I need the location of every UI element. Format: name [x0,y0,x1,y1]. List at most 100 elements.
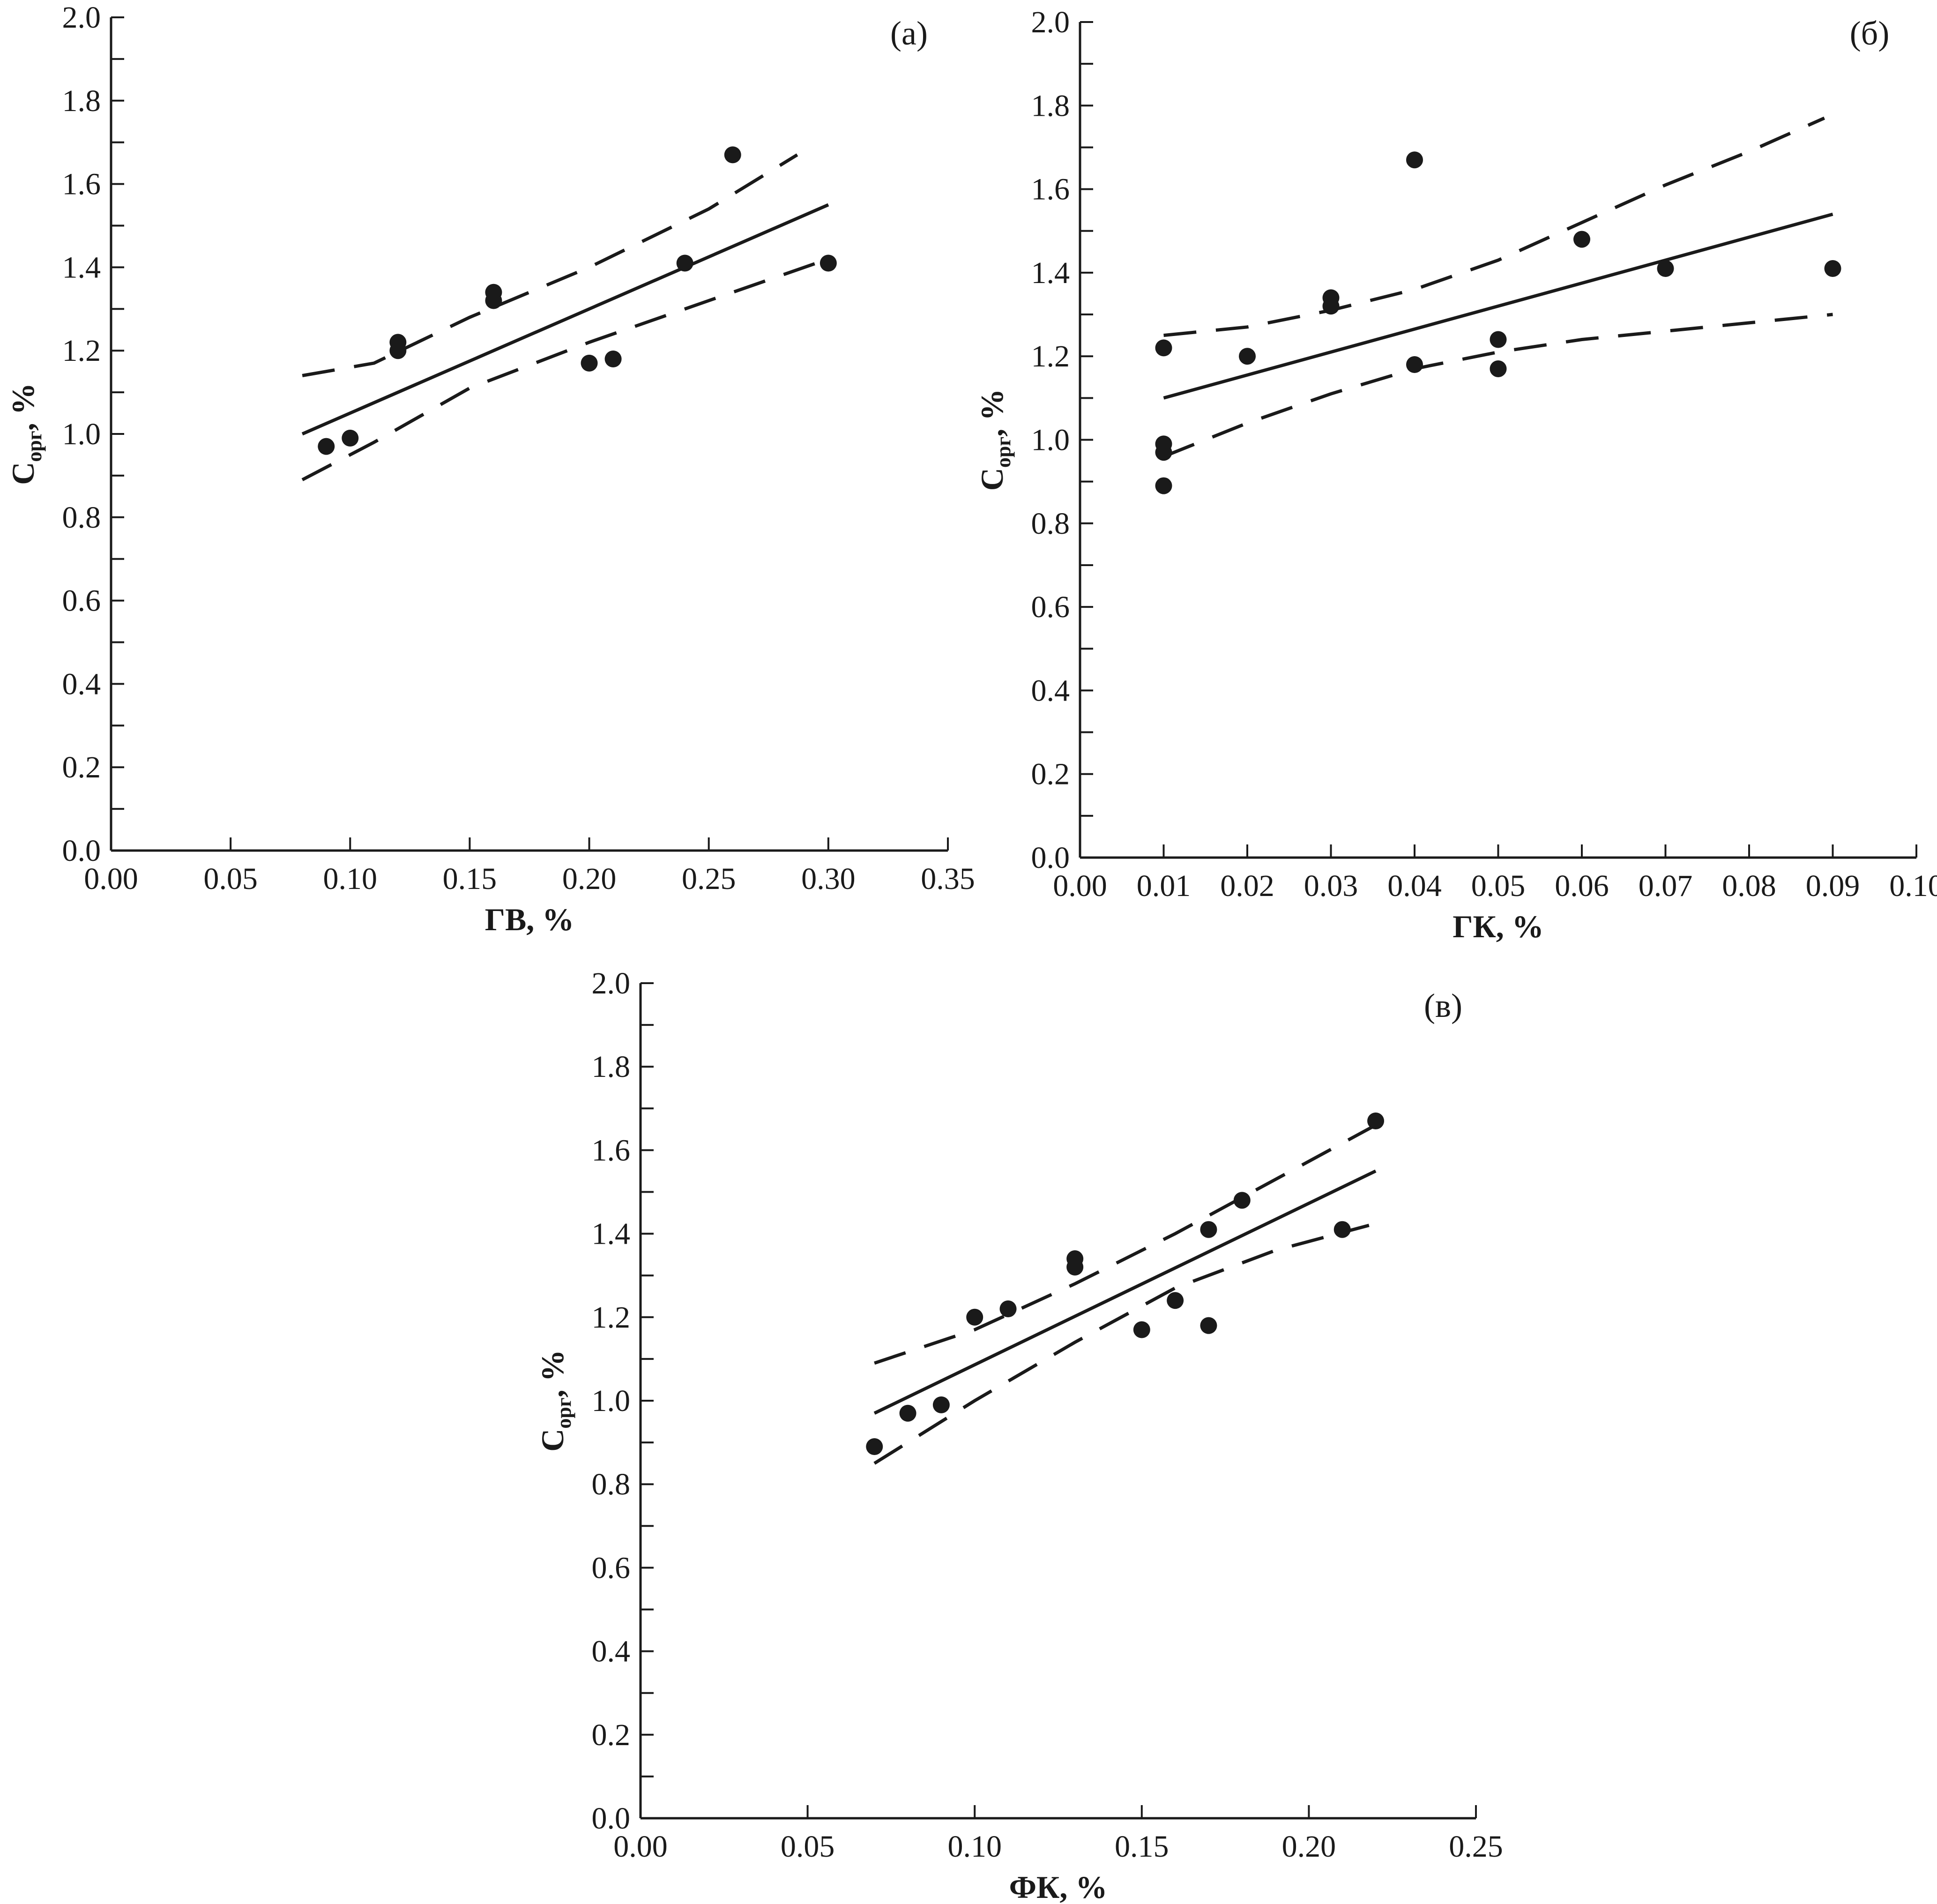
y-tick-label: 1.0 [62,417,101,451]
x-tick-label: 0.20 [562,862,617,896]
upper-confidence-band [302,153,798,377]
y-tick-label: 1.8 [62,84,101,118]
y-tick-label: 0.0 [592,1801,631,1836]
data-point [899,1404,916,1422]
data-point [1334,1221,1351,1238]
y-tick-label: 0.8 [592,1467,631,1501]
x-tick-label: 0.04 [1387,869,1442,903]
y-axis-label-unit: , % [5,383,41,431]
y-tick-label: 0.4 [62,667,101,701]
x-axis-label: ГВ, % [485,902,574,937]
data-point [1573,231,1590,248]
x-tick-label: 0.02 [1220,869,1274,903]
y-axis-label-main: C [535,1429,570,1452]
upper-confidence-band [1163,116,1825,337]
data-point [1490,331,1507,348]
data-point [318,438,335,455]
y-tick-label: 1.0 [592,1384,631,1418]
data-point [1155,477,1172,494]
x-tick-label: 0.03 [1304,869,1358,903]
data-point [389,334,407,351]
y-axis-label-unit: , % [974,389,1010,437]
x-tick-label: 0.20 [1282,1829,1336,1864]
x-tick-label: 0.00 [613,1829,668,1864]
y-tick-label: 2.0 [592,966,631,1001]
y-tick-label: 0.2 [62,750,101,784]
data-point [932,1396,950,1413]
data-point [1490,360,1507,377]
panel-label: (в) [1424,987,1462,1024]
data-point [1239,348,1256,365]
x-tick-label: 0.00 [84,862,138,896]
y-tick-label: 2.0 [62,0,101,35]
data-point [1066,1250,1084,1268]
data-point [604,350,622,367]
y-tick-label: 0.2 [592,1718,631,1752]
y-tick-label: 0.4 [1031,673,1070,708]
data-point [1406,356,1423,373]
y-tick-label: 1.6 [592,1133,631,1167]
data-point [1322,289,1340,306]
x-tick-label: 0.07 [1639,869,1693,903]
y-tick-label: 0.0 [1031,841,1070,875]
regression-line [1163,212,1833,400]
data-point [1657,260,1674,277]
y-tick-label: 0.8 [62,500,101,535]
x-tick-label: 0.10 [1889,869,1937,903]
y-axis-label: Cорг, % [5,383,46,485]
y-tick-label: 1.4 [592,1217,631,1251]
x-tick-label: 0.35 [921,862,975,896]
y-axis-label-unit: , % [535,1350,570,1397]
data-point [1200,1221,1217,1238]
y-tick-label: 0.6 [1031,590,1070,624]
data-point [485,284,502,301]
panel-label: (б) [1850,15,1890,52]
chart-panel-2: 0.0 0.2 0.4 0.6 0.8 1.0 1.2 1.4 1.6 1.8 2.0 0.00 0.0… [974,5,1937,944]
lower-confidence-band [1163,313,1833,458]
regression-line [301,203,829,436]
x-tick-label: 0.06 [1555,869,1609,903]
y-tick-label: 1.2 [1031,339,1070,373]
y-tick-label: 1.0 [1031,423,1070,457]
x-axis-label: ГК, % [1453,909,1544,944]
data-point [1824,260,1841,277]
y-axis-label-main: C [5,462,41,485]
x-tick-label: 0.05 [203,862,258,896]
y-tick-label: 0.2 [1031,757,1070,791]
x-tick-label: 0.09 [1806,869,1860,903]
x-tick-label: 0.10 [323,862,378,896]
data-point [1155,339,1172,357]
x-tick-label: 0.10 [947,1829,1002,1864]
x-tick-label: 0.05 [1471,869,1526,903]
y-axis-label-sub: орг [552,1397,575,1428]
data-point [820,254,837,272]
data-point [1406,151,1423,169]
x-axis-label: ФК, % [1009,1869,1108,1904]
data-point [999,1300,1017,1317]
x-tick-label: 0.30 [801,862,856,896]
x-tick-label: 0.05 [781,1829,835,1864]
x-tick-label: 0.15 [443,862,497,896]
panel-label: (а) [890,15,928,52]
y-tick-label: 1.2 [592,1300,631,1335]
y-tick-label: 1.4 [62,250,101,284]
regression-line [873,1169,1377,1415]
y-tick-label: 0.6 [62,584,101,618]
chart-panel-1: 0.0 0.2 0.4 0.6 0.8 1.0 1.2 1.4 1.6 1.8 2.0 0.00 0.0… [5,0,975,937]
chart-panel-3: 0.0 0.2 0.4 0.6 0.8 1.0 1.2 1.4 1.6 1.8 2.0 0.00 0.0… [535,966,1503,1904]
data-point [581,354,598,372]
lower-confidence-band [301,257,829,481]
y-axis-label: Cорг, % [974,389,1015,491]
lower-confidence-band [873,1224,1370,1465]
data-point [966,1308,983,1326]
data-point [1233,1192,1251,1209]
x-tick-label: 0.15 [1115,1829,1169,1864]
y-axis-label-sub: орг [23,431,46,462]
y-tick-label: 1.4 [1031,256,1070,290]
data-point [1133,1321,1150,1338]
data-point [342,429,359,447]
y-tick-label: 1.6 [62,167,101,202]
data-point [1167,1292,1184,1309]
y-axis-label: Cорг, % [535,1350,575,1452]
